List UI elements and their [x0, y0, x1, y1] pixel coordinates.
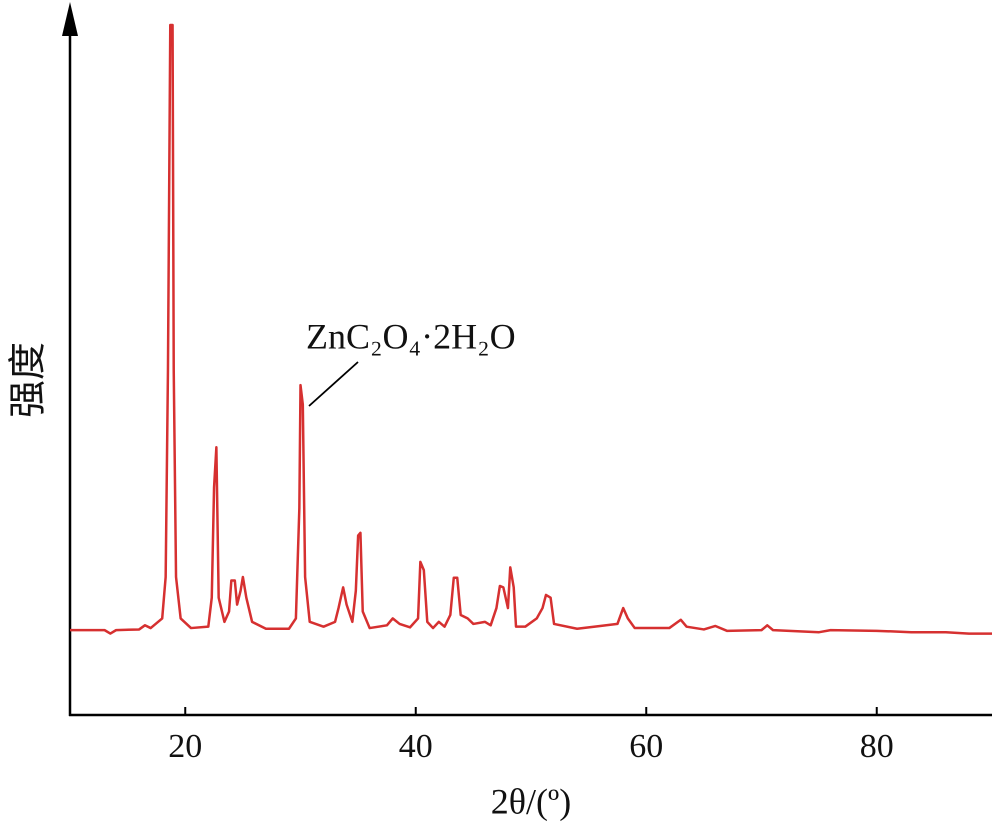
annotation: ZnC₂O₄·2H₂O: [306, 316, 516, 356]
x-tick-label: 60: [629, 728, 663, 765]
y-axis-label: 强度: [8, 342, 50, 418]
x-tick-label: 20: [168, 728, 202, 765]
x-tick-label: 80: [860, 728, 894, 765]
x-axis-label: 2θ/(º): [491, 781, 571, 821]
y-axis-arrow: [62, 2, 78, 36]
x-tick-label: 40: [399, 728, 433, 765]
xrd-line: [70, 23, 992, 635]
annotation-leader: [308, 361, 359, 407]
